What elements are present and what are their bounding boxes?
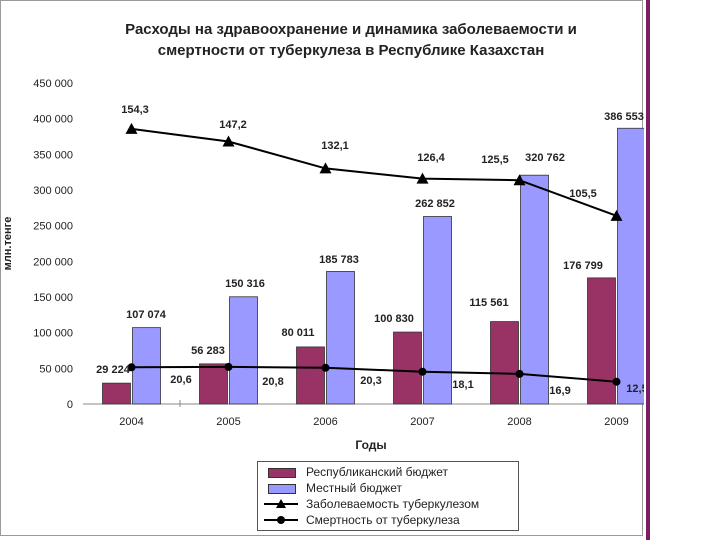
marker-mortality (612, 377, 621, 386)
marker-mortality (321, 363, 330, 372)
x-axis-label: Годы (355, 438, 386, 452)
slide-accent (643, 0, 720, 540)
bar-local (423, 216, 452, 405)
y-left-tick-label: 400 000 (33, 114, 73, 126)
bar-local (326, 271, 355, 405)
marker-mortality (515, 369, 524, 378)
y-left-tick-label: 250 000 (33, 221, 73, 233)
x-tick-label: 2009 (604, 416, 628, 428)
legend-key-republican (264, 466, 298, 478)
legend-key-incidence (264, 498, 298, 510)
bar-republican (490, 321, 519, 405)
data-label-republican: 100 830 (374, 313, 414, 325)
data-label-local: 262 852 (415, 198, 455, 210)
data-label-incidence: 105,5 (569, 188, 597, 200)
marker-incidence (319, 162, 332, 174)
chart-frame: Расходы на здравоохранение и динамика за… (0, 0, 644, 536)
marker-incidence (222, 135, 235, 147)
marker-incidence (125, 122, 138, 134)
marker-incidence (513, 174, 526, 186)
bar-republican (296, 346, 325, 405)
legend-label-republican: Республиканский бюджет (306, 465, 449, 479)
x-tick-label: 2007 (410, 416, 434, 428)
y-left-tick-label: 200 000 (33, 256, 73, 268)
bar-local (132, 327, 161, 405)
data-label-mortality: 16,9 (549, 385, 570, 397)
y-left-tick-label: 300 000 (33, 185, 73, 197)
marker-incidence (610, 209, 623, 221)
bar-republican (199, 363, 228, 405)
bar-local (520, 174, 549, 405)
data-label-local: 107 074 (126, 309, 167, 321)
x-tick-label: 2005 (216, 416, 240, 428)
y-left-axis-label: млн.тенге (2, 217, 14, 271)
data-label-incidence: 125,5 (481, 154, 509, 166)
y-left-tick-label: 100 000 (33, 328, 73, 340)
x-tick-label: 2006 (313, 416, 337, 428)
bar-republican (587, 277, 616, 405)
legend-label-mortality: Смертность от туберкулеза (306, 513, 460, 527)
marker-mortality (418, 367, 427, 376)
legend-item-mortality: Смертность от туберкулеза (264, 512, 518, 528)
data-label-mortality: 20,8 (262, 376, 283, 388)
y-left-tick-label: 50 000 (39, 363, 73, 375)
marker-mortality (224, 362, 233, 371)
y-left-tick-label: 0 (67, 399, 73, 411)
data-label-mortality: 20,6 (170, 374, 191, 386)
data-label-incidence: 132,1 (321, 140, 349, 152)
y-left-tick-label: 350 000 (33, 149, 73, 161)
legend-label-local: Местный бюджет (306, 481, 402, 495)
data-label-republican: 29 224 (96, 364, 131, 376)
data-label-incidence: 154,3 (121, 104, 149, 116)
data-label-local: 150 316 (225, 278, 265, 290)
data-label-republican: 80 011 (281, 327, 314, 339)
data-label-local: 320 762 (525, 152, 565, 164)
data-label-incidence: 126,4 (417, 152, 445, 164)
bar-republican (102, 382, 131, 405)
data-label-mortality: 18,1 (452, 379, 473, 391)
data-label-republican: 56 283 (191, 345, 225, 357)
chart-plot: 0 50 000 100 000 150 000 200 000 250 000 300 0… (2, 78, 644, 452)
legend-item-incidence: Заболеваемость туберкулезом (264, 496, 518, 512)
x-tick-label: 2008 (507, 416, 531, 428)
legend-item-local: Местный бюджет (264, 480, 518, 496)
x-tick-label: 2004 (119, 416, 143, 428)
legend-label-incidence: Заболеваемость туберкулезом (306, 497, 480, 511)
legend-key-mortality (264, 514, 298, 526)
chart-title: Расходы на здравоохранение и динамика за… (125, 21, 577, 59)
data-label-mortality: 12,5 (626, 383, 644, 395)
data-label-mortality: 20,3 (360, 375, 381, 387)
line-mortality (131, 365, 617, 383)
accent-bar (646, 0, 650, 540)
data-label-incidence: 147,2 (219, 119, 247, 131)
bar-republican (393, 331, 422, 405)
data-label-local: 386 553 (604, 111, 644, 123)
line-incidence (131, 127, 617, 217)
data-label-republican: 115 561 (469, 297, 508, 309)
y-left-tick-label: 150 000 (33, 292, 73, 304)
data-label-republican: 176 799 (563, 260, 603, 272)
data-label-local: 185 783 (319, 254, 359, 266)
y-left-tick-label: 450 000 (33, 78, 73, 90)
bar-local (617, 127, 644, 405)
bar-local (229, 296, 258, 405)
marker-mortality (127, 363, 136, 372)
legend-key-local (264, 482, 298, 494)
legend-item-republican: Республиканский бюджет (264, 464, 518, 480)
chart-legend: Республиканский бюджет Местный бюджет За… (257, 461, 519, 531)
marker-incidence (416, 172, 429, 184)
